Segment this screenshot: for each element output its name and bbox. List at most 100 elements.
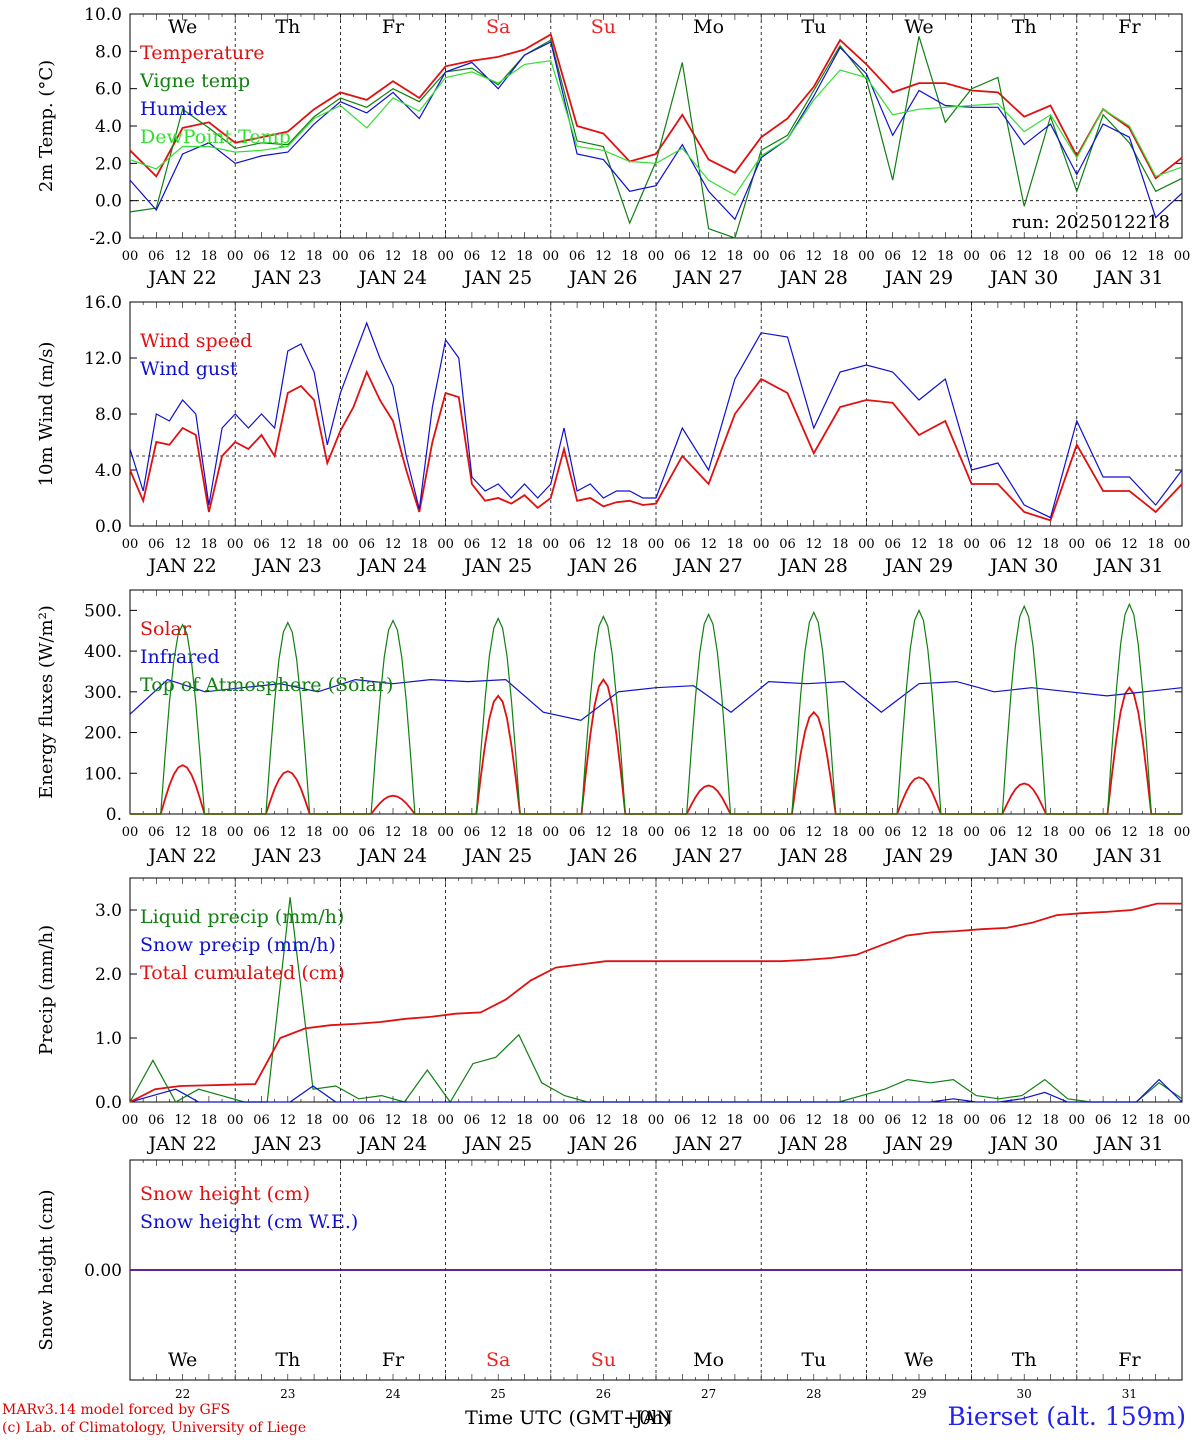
y-tick-label: 200. [84, 724, 122, 744]
date-label: JAN 31 [1093, 555, 1163, 577]
hour-tick-label: 00 [1069, 537, 1086, 552]
hour-tick-label: 00 [858, 249, 875, 264]
hour-tick-label: 12 [1121, 1113, 1138, 1128]
day-number-label: 24 [385, 1387, 401, 1401]
hour-tick-label: 12 [280, 1113, 297, 1128]
hour-tick-label: 12 [595, 825, 612, 840]
hour-tick-label: 18 [832, 249, 849, 264]
hour-tick-label: 12 [806, 825, 823, 840]
y-axis-label: 10m Wind (m/s) [36, 342, 57, 487]
hour-tick-label: 00 [648, 537, 665, 552]
hour-tick-label: 18 [832, 537, 849, 552]
hour-tick-label: 06 [358, 249, 375, 264]
hour-tick-label: 00 [963, 825, 980, 840]
day-number-label: 29 [911, 1387, 926, 1401]
x-axis-overlap-label: JAN [633, 1407, 673, 1429]
series-line-1 [129, 33, 1183, 180]
hour-tick-label: 12 [490, 249, 507, 264]
hour-tick-label: 00 [122, 825, 139, 840]
legend-entry: Infrared [140, 646, 220, 668]
hour-tick-label: 00 [332, 1113, 349, 1128]
hour-tick-label: 00 [1174, 825, 1191, 840]
date-label: JAN 30 [988, 1133, 1058, 1155]
weekday-label: Mo [693, 16, 724, 38]
hour-tick-label: 00 [1174, 537, 1191, 552]
chart-panel-precip: 0.0 1.0 2.0 3.0 Precip (mm/h) Liquid precip (… [36, 877, 1190, 1155]
date-label: JAN 23 [252, 1133, 322, 1155]
weekday-label: Fr [1118, 16, 1141, 38]
hour-tick-label: 06 [1095, 537, 1112, 552]
y-tick-label: 16.0 [84, 293, 122, 313]
hour-tick-label: 18 [727, 249, 744, 264]
run-label: run: 2025012218 [1012, 212, 1170, 233]
hour-tick-label: 18 [832, 1113, 849, 1128]
hour-tick-label: 18 [411, 249, 428, 264]
y-tick-label: 8.0 [95, 42, 122, 62]
hour-tick-label: 12 [911, 249, 928, 264]
date-label: JAN 27 [673, 555, 743, 577]
hour-tick-label: 12 [490, 1113, 507, 1128]
day-number-label: 25 [491, 1387, 506, 1401]
hour-tick-label: 00 [332, 537, 349, 552]
hour-tick-label: 06 [884, 537, 901, 552]
legend-entry: Snow precip (mm/h) [140, 934, 336, 956]
hour-tick-label: 06 [253, 537, 270, 552]
hour-tick-label: 12 [595, 249, 612, 264]
hour-tick-label: 18 [1042, 825, 1059, 840]
hour-tick-label: 12 [1016, 537, 1033, 552]
date-label: JAN 23 [252, 845, 322, 867]
hour-tick-label: 06 [464, 825, 481, 840]
hour-tick-label: 00 [543, 537, 560, 552]
hour-tick-label: 06 [990, 249, 1007, 264]
y-tick-label: 3.0 [95, 901, 122, 921]
hour-tick-label: 12 [700, 249, 717, 264]
date-label: JAN 25 [462, 845, 532, 867]
series-line-2 [129, 678, 1183, 721]
y-tick-label: 4.0 [95, 117, 122, 137]
hour-tick-label: 12 [385, 537, 402, 552]
legend-entry: DewPoint Temp [140, 126, 291, 148]
hour-tick-label: 06 [779, 825, 796, 840]
day-number-label: 26 [596, 1387, 611, 1401]
date-label: JAN 22 [147, 267, 217, 289]
weekday-label: Tu [801, 16, 826, 38]
day-number-label: 27 [701, 1387, 716, 1401]
hour-tick-label: 00 [543, 249, 560, 264]
hour-tick-label: 18 [621, 249, 638, 264]
hour-tick-label: 00 [332, 825, 349, 840]
station-name: Bierset (alt. 159m) [947, 1402, 1186, 1431]
date-label: JAN 29 [883, 267, 953, 289]
hour-tick-label: 00 [437, 825, 454, 840]
hour-tick-label: 00 [753, 537, 770, 552]
series-line-4 [129, 60, 1183, 196]
hour-tick-label: 00 [1069, 825, 1086, 840]
hour-tick-label: 12 [595, 1113, 612, 1128]
date-label: JAN 26 [567, 555, 637, 577]
hour-tick-label: 18 [411, 825, 428, 840]
legend-entry: Snow height (cm W.E.) [140, 1211, 358, 1233]
date-label: JAN 27 [673, 1133, 743, 1155]
legend-entry: Solar [140, 618, 192, 640]
weekday-label: Sa [486, 1349, 510, 1371]
hour-tick-label: 06 [884, 1113, 901, 1128]
y-tick-label: 10.0 [84, 5, 122, 25]
hour-tick-label: 00 [227, 537, 244, 552]
date-label: JAN 23 [252, 267, 322, 289]
hour-tick-label: 06 [674, 1113, 691, 1128]
hour-tick-label: 12 [280, 537, 297, 552]
day-number-label: 28 [806, 1387, 821, 1401]
hour-tick-label: 06 [569, 825, 586, 840]
hour-tick-label: 12 [280, 825, 297, 840]
legend-entry: Liquid precip (mm/h) [140, 906, 344, 928]
hour-tick-label: 18 [1147, 825, 1164, 840]
legend-entry: Humidex [140, 98, 227, 120]
hour-tick-label: 18 [411, 537, 428, 552]
hour-tick-label: 12 [280, 249, 297, 264]
hour-tick-label: 00 [1174, 249, 1191, 264]
hour-tick-label: 18 [201, 249, 218, 264]
hour-tick-label: 06 [779, 1113, 796, 1128]
hour-tick-label: 06 [464, 537, 481, 552]
hour-tick-label: 12 [174, 537, 191, 552]
weekday-label: Th [1012, 1349, 1037, 1371]
